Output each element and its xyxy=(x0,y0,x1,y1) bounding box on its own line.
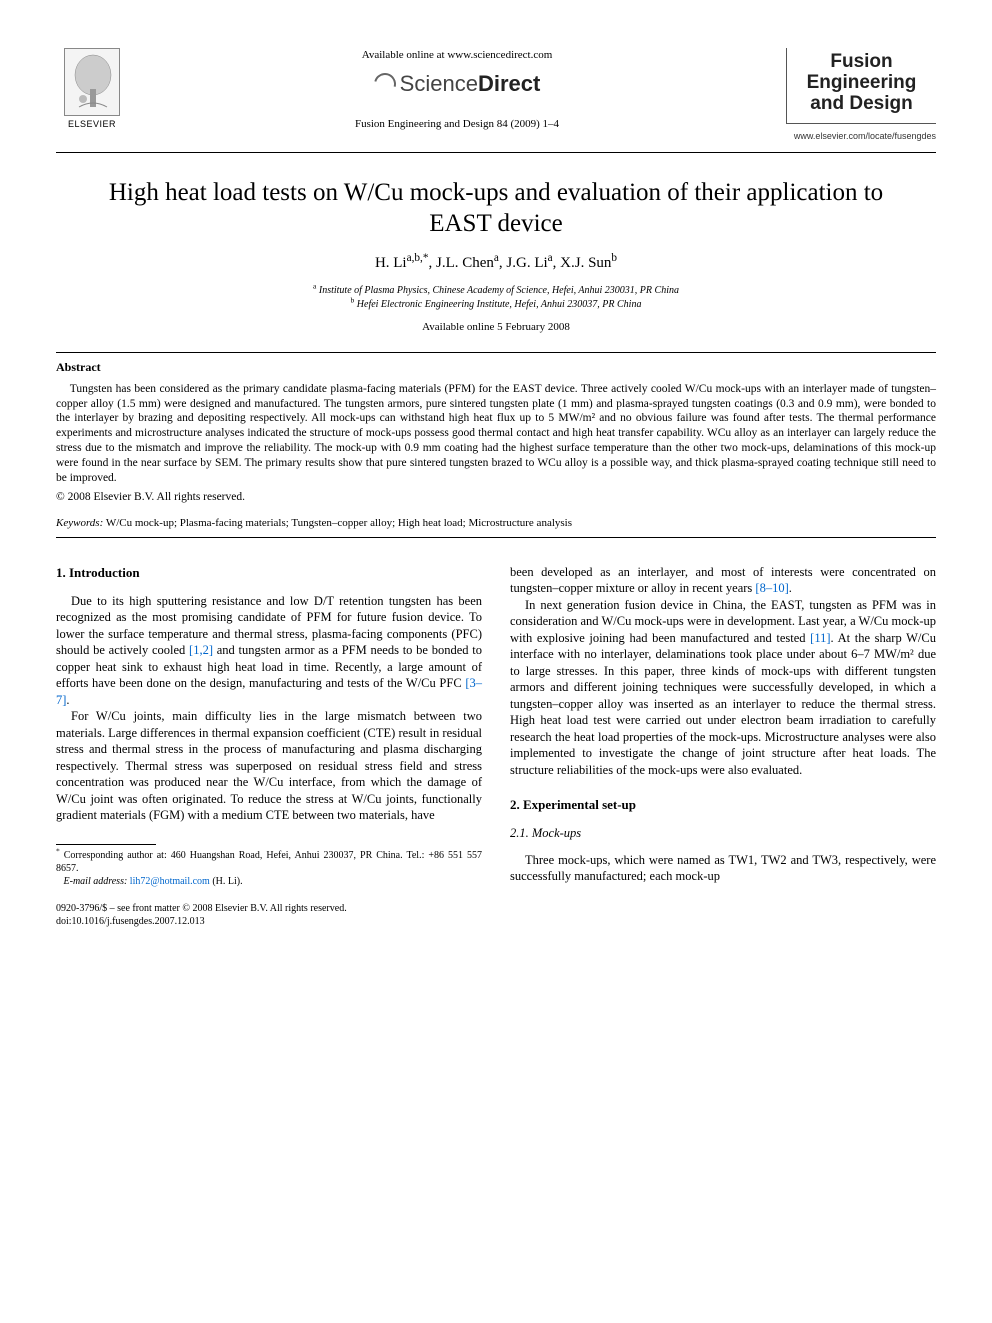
abstract-copyright: © 2008 Elsevier B.V. All rights reserved… xyxy=(56,490,936,506)
corresponding-author-footnote: * Corresponding author at: 460 Huangshan… xyxy=(56,849,482,875)
section-2-1-heading: 2.1. Mock-ups xyxy=(510,825,936,842)
center-header: Available online at www.sciencedirect.co… xyxy=(128,48,786,131)
section-1-heading: 1. Introduction xyxy=(56,564,482,581)
left-column: 1. Introduction Due to its high sputteri… xyxy=(56,564,482,928)
journal-url: www.elsevier.com/locate/fusengdes xyxy=(786,130,936,142)
affiliation-a: a Institute of Plasma Physics, Chinese A… xyxy=(56,284,936,298)
citation-link[interactable]: [8–10] xyxy=(755,581,788,595)
email-footnote: E-mail address: lih72@hotmail.com (H. Li… xyxy=(56,875,482,888)
elsevier-tree-icon xyxy=(64,48,120,116)
journal-box-title: Fusion Engineering and Design xyxy=(795,52,928,115)
footnote-rule xyxy=(56,844,156,845)
footer-line-1: 0920-3796/$ – see front matter © 2008 El… xyxy=(56,902,482,915)
header-row: ELSEVIER Available online at www.science… xyxy=(56,48,936,142)
citation-link[interactable]: [11] xyxy=(810,631,830,645)
available-date: Available online 5 February 2008 xyxy=(56,320,936,335)
keywords: Keywords: W/Cu mock-up; Plasma-facing ma… xyxy=(56,516,936,531)
sciencedirect-logo: ScienceDirect xyxy=(374,69,541,99)
abstract-top-rule xyxy=(56,352,936,353)
abstract-bottom-rule xyxy=(56,537,936,538)
sd-swoosh-icon xyxy=(370,69,400,99)
citation-link[interactable]: [1,2] xyxy=(189,643,213,657)
section-2-heading: 2. Experimental set-up xyxy=(510,796,936,813)
keywords-label: Keywords: xyxy=(56,517,103,529)
col2-para-1: been developed as an interlayer, and mos… xyxy=(510,564,936,597)
intro-para-1: Due to its high sputtering resistance an… xyxy=(56,593,482,709)
journal-box-wrap: Fusion Engineering and Design www.elsevi… xyxy=(786,48,936,142)
intro-para-2: For W/Cu joints, main difficulty lies in… xyxy=(56,708,482,824)
abstract-heading: Abstract xyxy=(56,359,936,375)
sd-brand-text: ScienceDirect xyxy=(400,69,541,99)
mockups-para-1: Three mock-ups, which were named as TW1,… xyxy=(510,852,936,885)
col2-para-2: In next generation fusion device in Chin… xyxy=(510,597,936,779)
available-online-text: Available online at www.sciencedirect.co… xyxy=(140,48,774,63)
footer-line-2: doi:10.1016/j.fusengdes.2007.12.013 xyxy=(56,915,482,928)
email-link[interactable]: lih72@hotmail.com xyxy=(127,876,210,887)
affiliation-b: b Hefei Electronic Engineering Institute… xyxy=(56,298,936,312)
elsevier-logo: ELSEVIER xyxy=(56,48,128,130)
elsevier-label: ELSEVIER xyxy=(68,118,116,130)
page-footer: 0920-3796/$ – see front matter © 2008 El… xyxy=(56,902,482,928)
journal-reference: Fusion Engineering and Design 84 (2009) … xyxy=(140,117,774,132)
authors: H. Lia,b,*, J.L. Chena, J.G. Lia, X.J. S… xyxy=(56,253,936,273)
abstract-body: Tungsten has been considered as the prim… xyxy=(56,382,936,487)
journal-box: Fusion Engineering and Design xyxy=(786,48,936,124)
keywords-text: W/Cu mock-up; Plasma-facing materials; T… xyxy=(103,517,572,529)
header-rule xyxy=(56,152,936,153)
article-title: High heat load tests on W/Cu mock-ups an… xyxy=(96,177,896,240)
right-column: been developed as an interlayer, and mos… xyxy=(510,564,936,928)
two-column-body: 1. Introduction Due to its high sputteri… xyxy=(56,564,936,928)
